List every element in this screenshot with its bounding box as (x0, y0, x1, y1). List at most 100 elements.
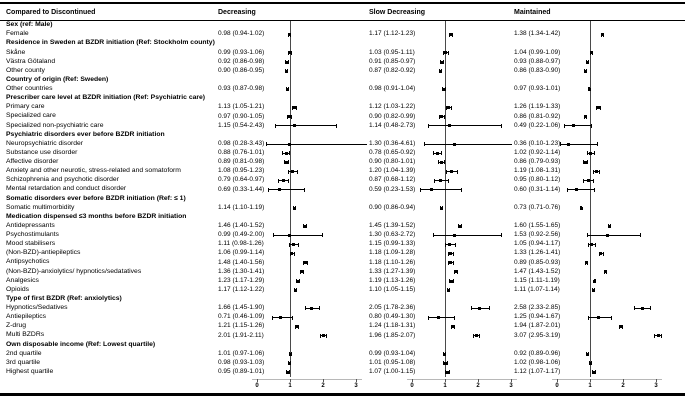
estimate-text: 1.94 (1.87-2.01) (514, 322, 561, 330)
table-row: Antidepressants 1.46 (1.40-1.52) 1.45 (1.3… (0, 221, 685, 231)
forest-cell: 1.14 (1.10-1.19) (212, 203, 367, 213)
estimate-text: 1.12 (1.07-1.17) (514, 368, 561, 376)
forest-cell: 3.07 (2.95-3.19) (512, 331, 685, 341)
forest-cell: 1.48 (1.40-1.56) (212, 258, 367, 268)
forest-panel (557, 121, 685, 131)
x-axis-line (407, 379, 517, 380)
forest-panel (257, 157, 367, 167)
forest-panel (557, 240, 685, 250)
forest-cell: 1.03 (0.95-1.11) (367, 48, 512, 58)
reference-line (590, 112, 591, 122)
reference-line (445, 167, 446, 177)
reference-line (445, 331, 446, 341)
reference-line (590, 221, 591, 231)
estimate-text: 0.88 (0.76-1.01) (218, 149, 265, 157)
forest-cell (367, 194, 512, 204)
point-estimate-marker (293, 206, 297, 210)
estimate-text: 1.15 (0.54-2.43) (218, 121, 265, 129)
forest-panel (257, 313, 367, 323)
estimate-text: 1.04 (0.99-1.09) (514, 48, 561, 56)
forest-cell: 1.36 (1.30-1.41) (212, 267, 367, 277)
header-slow-decreasing: Slow Decreasing (369, 9, 426, 16)
x-axis-tick (656, 379, 657, 382)
forest-panel (257, 258, 367, 268)
estimate-text: 1.11 (0.98-1.26) (218, 240, 264, 248)
forest-panel (412, 121, 512, 131)
estimate-text: 1.13 (1.05-1.21) (218, 103, 265, 111)
forest-cell: 1.02 (0.98-1.06) (512, 358, 685, 368)
point-estimate-marker (587, 87, 591, 91)
point-estimate-marker (292, 106, 296, 110)
estimate-text: 0.49 (0.22-1.06) (514, 121, 561, 129)
forest-cell (367, 130, 512, 140)
point-estimate-marker (284, 160, 288, 164)
point-estimate-marker (605, 233, 609, 237)
forest-panel (257, 185, 367, 195)
row-label: Affective disorder (6, 158, 59, 166)
estimate-text: 0.99 (0.93-1.04) (369, 349, 416, 357)
row-label: Mood stabilisers (6, 240, 56, 248)
table-row: Mood stabilisers 1.11 (0.98-1.26) 1.15 (0.… (0, 240, 685, 250)
forest-cell (512, 39, 685, 49)
reference-line (290, 276, 291, 286)
estimate-text: 2.05 (1.78-2.36) (369, 304, 416, 312)
estimate-text: 1.15 (1.11-1.19) (514, 276, 560, 284)
forest-panel (257, 176, 367, 186)
row-label: Västra Götaland (6, 57, 56, 65)
forest-panel (257, 194, 367, 204)
forest-panel (257, 367, 367, 377)
estimate-text: 1.38 (1.34-1.42) (514, 30, 561, 38)
reference-line (590, 194, 591, 204)
forest-cell: 1.19 (1.08-1.31) (512, 167, 685, 177)
forest-cell: 0.86 (0.79-0.93) (512, 157, 685, 167)
forest-panel (557, 349, 685, 359)
estimate-text: 0.89 (0.81-0.98) (218, 158, 265, 166)
forest-cell: 2.01 (1.91-2.11) (212, 331, 367, 341)
table-row: (Non-BZD)-anxiolytics/ hypnotics/sedatat… (0, 267, 685, 277)
forest-cell: 0.97 (0.90-1.05) (212, 112, 367, 122)
x-axis-line (252, 379, 362, 380)
table-row: Other county 0.90 (0.86-0.95) 0.87 (0.82-0… (0, 66, 685, 76)
forest-panel (557, 203, 685, 213)
reference-line (590, 103, 591, 113)
forest-panel (257, 240, 367, 250)
forest-cell (212, 294, 367, 304)
estimate-text: 1.06 (0.99-1.14) (218, 249, 265, 257)
table-row: Psychostimulants 0.99 (0.49-2.00) 1.30 (0.… (0, 230, 685, 240)
estimate-text: 0.80 (0.49-1.30) (369, 313, 416, 321)
point-estimate-marker (640, 306, 644, 310)
forest-panel (257, 21, 367, 31)
section-header-row: Somatic disorders ever before BZDR initi… (0, 194, 685, 204)
forest-cell: 1.01 (0.97-1.06) (212, 349, 367, 359)
reference-line (590, 349, 591, 359)
table-row: 2nd quartile 1.01 (0.97-1.06) 0.99 (0.93-1… (0, 349, 685, 359)
forest-panel (557, 75, 685, 85)
table-row: Skåne 0.99 (0.93-1.06) 1.03 (0.95-1.11) 1.0… (0, 48, 685, 58)
reference-line (590, 167, 591, 177)
point-estimate-marker (453, 233, 457, 237)
forest-cell (212, 94, 367, 104)
reference-line (445, 112, 446, 122)
reference-line (590, 340, 591, 350)
table-row: Female 0.98 (0.94-1.02) 1.17 (1.12-1.23) 1.… (0, 30, 685, 40)
estimate-text: 0.87 (0.82-0.92) (369, 66, 416, 74)
reference-line (290, 203, 291, 213)
forest-panel (412, 48, 512, 58)
estimate-text: 0.71 (0.46-1.09) (218, 313, 265, 321)
estimate-text: 1.26 (1.19-1.33) (514, 103, 561, 111)
estimate-text: 1.02 (0.98-1.06) (514, 358, 561, 366)
forest-cell: 0.71 (0.46-1.09) (212, 313, 367, 323)
forest-cell: 0.89 (0.85-0.93) (512, 258, 685, 268)
forest-panel (412, 66, 512, 76)
point-estimate-marker (442, 87, 446, 91)
forest-panel (557, 212, 685, 222)
estimate-text: 1.33 (1.27-1.39) (369, 267, 416, 275)
reference-line (290, 66, 291, 76)
point-estimate-marker (443, 352, 447, 356)
forest-panel (412, 358, 512, 368)
estimate-text: 0.69 (0.33-1.44) (218, 185, 265, 193)
point-estimate-marker (288, 233, 292, 237)
point-estimate-marker (288, 51, 292, 55)
estimate-text: 0.90 (0.82-0.99) (369, 112, 416, 120)
estimate-text: 1.36 (1.30-1.41) (218, 267, 265, 275)
